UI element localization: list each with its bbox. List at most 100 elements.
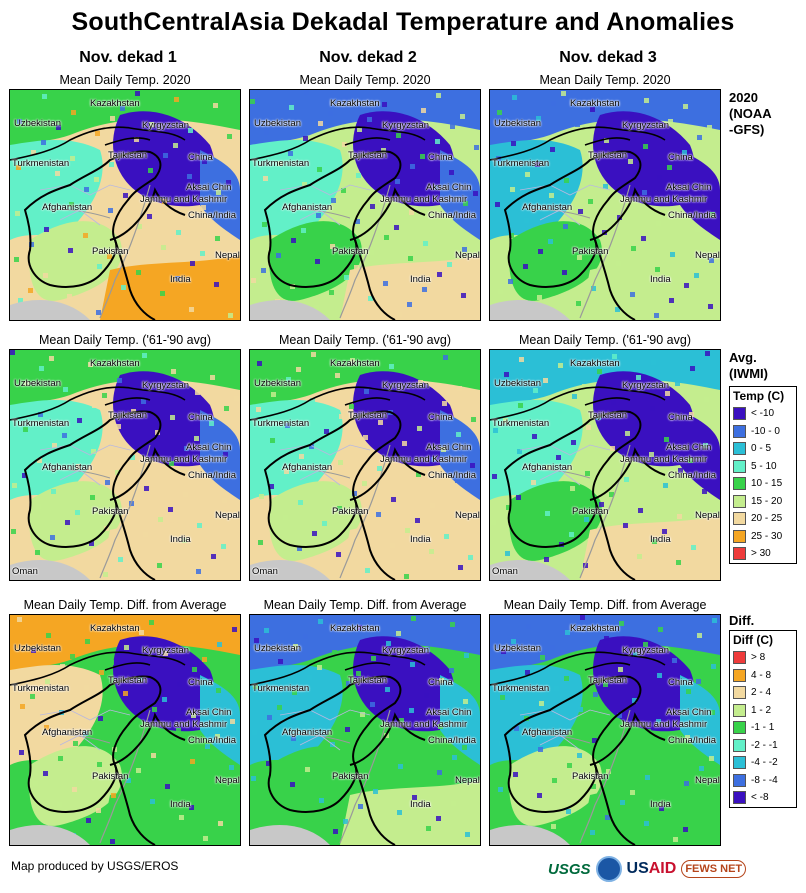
place-label-china-india: China/India — [428, 470, 477, 481]
place-label-kazakhstan: Kazakhstan — [90, 98, 140, 109]
row-label-avg: Avg. (IWMI) — [729, 350, 768, 381]
legend-item: 5 - 10 — [730, 458, 796, 476]
place-label-jammu-kashmir: Jammu and Kashmir — [380, 194, 468, 205]
place-label-kazakhstan: Kazakhstan — [90, 358, 140, 369]
place-label-nepal: Nepal — [455, 775, 480, 786]
temperature-legend: Temp (C) < -10 -10 - 0 0 - 5 5 - 10 10 - 15 1… — [729, 386, 797, 564]
map-title-r2c3: Mean Daily Temp. ('61-'90 avg) — [519, 333, 691, 347]
legend-label: 20 - 25 — [751, 513, 783, 525]
place-label-jammu-kashmir: Jammu and Kashmir — [620, 194, 708, 205]
place-label-kazakhstan: Kazakhstan — [330, 98, 380, 109]
legend-swatch — [733, 529, 746, 543]
place-label-kazakhstan: Kazakhstan — [90, 623, 140, 634]
legend-label: 1 - 2 — [751, 704, 772, 716]
place-label-turkmenistan: Turkmenistan — [492, 418, 550, 429]
place-label-china-india: China/India — [668, 735, 717, 746]
place-label-china-india: China/India — [668, 210, 717, 221]
place-label-nepal: Nepal — [215, 775, 240, 786]
place-label-china: China — [188, 412, 213, 423]
place-label-turkmenistan: Turkmenistan — [12, 683, 70, 694]
usaid-logo: USAID — [626, 860, 677, 877]
place-label-pakistan: Pakistan — [332, 506, 369, 517]
place-label-kyrgyzstan: Kyrgyzstan — [382, 645, 429, 656]
agency-logos: USGS USAID FEWS NET — [548, 856, 747, 882]
place-label-aksai-chin: Aksai Chin — [426, 442, 472, 453]
place-label-kazakhstan: Kazakhstan — [570, 98, 620, 109]
legend-item: 20 - 25 — [730, 510, 796, 528]
place-label-nepal: Nepal — [215, 510, 240, 521]
legend-title: Diff (C) — [733, 633, 773, 647]
legend-swatch — [733, 721, 746, 735]
place-label-kazakhstan: Kazakhstan — [570, 358, 620, 369]
place-label-tajikistan: Tajikistan — [588, 410, 628, 421]
legend-item: < -10 — [730, 405, 796, 423]
place-label-india: India — [650, 534, 671, 545]
place-label-oman: Oman — [492, 566, 518, 577]
legend-swatch — [733, 494, 746, 508]
legend-label: < -8 — [751, 792, 769, 804]
place-label-aksai-chin: Aksai Chin — [186, 707, 232, 718]
place-label-tajikistan: Tajikistan — [588, 675, 628, 686]
place-label-jammu-kashmir: Jammu and Kashmir — [620, 454, 708, 465]
column-header-dekad-2: Nov. dekad 2 — [319, 49, 417, 66]
place-label-india: India — [650, 799, 671, 810]
legend-label: > 8 — [751, 652, 766, 664]
place-label-jammu-kashmir: Jammu and Kashmir — [620, 719, 708, 730]
legend-label: 10 - 15 — [751, 478, 783, 490]
legend-item: -2 - -1 — [730, 737, 796, 755]
place-label-afghanistan: Afghanistan — [282, 462, 333, 473]
map-title-r3c2: Mean Daily Temp. Diff. from Average — [263, 598, 467, 612]
legend-label: -8 - -4 — [751, 774, 778, 786]
place-label-nepal: Nepal — [455, 250, 480, 261]
map-panel-2020-dekad-1: Kazakhstan Uzbekistan Kyrgyzstan Turkmenist… — [9, 89, 241, 321]
place-label-tajikistan: Tajikistan — [108, 675, 148, 686]
map-panel-2020-dekad-3: Kazakhstan Uzbekistan Kyrgyzstan Turkmenist… — [489, 89, 721, 321]
map-title-r3c3: Mean Daily Temp. Diff. from Average — [503, 598, 707, 612]
place-label-nepal: Nepal — [455, 510, 480, 521]
legend-label: -10 - 0 — [751, 425, 780, 437]
place-label-afghanistan: Afghanistan — [42, 462, 93, 473]
row-label-2020: 2020 (NOAA -GFS) — [729, 90, 772, 137]
place-label-tajikistan: Tajikistan — [348, 150, 388, 161]
legend-label: -2 - -1 — [751, 739, 778, 751]
place-label-uzbekistan: Uzbekistan — [494, 643, 541, 654]
place-label-aksai-chin: Aksai Chin — [426, 707, 472, 718]
place-label-china-india: China/India — [668, 470, 717, 481]
noaa-logo-icon — [595, 856, 622, 882]
place-label-tajikistan: Tajikistan — [108, 150, 148, 161]
map-title-r1c3: Mean Daily Temp. 2020 — [539, 73, 671, 87]
place-label-afghanistan: Afghanistan — [42, 727, 93, 738]
place-label-india: India — [410, 799, 431, 810]
legend-swatch — [733, 407, 746, 421]
place-label-pakistan: Pakistan — [332, 246, 369, 257]
place-label-pakistan: Pakistan — [92, 506, 129, 517]
usgs-logo: USGS — [548, 860, 591, 878]
legend-swatch — [733, 756, 746, 770]
map-panel-avg-dekad-3: Kazakhstan Uzbekistan Kyrgyzstan Turkmenist… — [489, 349, 721, 581]
credit-text: Map produced by USGS/EROS — [11, 859, 179, 873]
legend-swatch — [733, 686, 746, 700]
place-label-afghanistan: Afghanistan — [282, 202, 333, 213]
legend-item: 2 - 4 — [730, 684, 796, 702]
place-label-china: China — [668, 412, 693, 423]
place-label-china: China — [188, 152, 213, 163]
place-label-china-india: China/India — [188, 470, 237, 481]
row-label-diff: Diff. — [729, 613, 755, 628]
legend-item: < -8 — [730, 789, 796, 807]
map-graphic — [10, 615, 240, 845]
place-label-tajikistan: Tajikistan — [348, 675, 388, 686]
legend-swatch — [733, 547, 746, 561]
place-label-turkmenistan: Turkmenistan — [252, 418, 310, 429]
place-label-pakistan: Pakistan — [572, 246, 609, 257]
map-panel-diff-dekad-2: Kazakhstan Uzbekistan Kyrgyzstan Turkmenist… — [249, 614, 481, 846]
place-label-kyrgyzstan: Kyrgyzstan — [622, 120, 669, 131]
legend-title: Temp (C) — [733, 389, 785, 403]
place-label-pakistan: Pakistan — [92, 771, 129, 782]
map-graphic — [10, 90, 240, 320]
place-label-china: China — [188, 677, 213, 688]
place-label-uzbekistan: Uzbekistan — [494, 118, 541, 129]
map-panel-avg-dekad-2: Kazakhstan Uzbekistan Kyrgyzstan Turkmenist… — [249, 349, 481, 581]
place-label-uzbekistan: Uzbekistan — [254, 378, 301, 389]
legend-swatch — [733, 773, 746, 787]
map-title-r2c1: Mean Daily Temp. ('61-'90 avg) — [39, 333, 211, 347]
